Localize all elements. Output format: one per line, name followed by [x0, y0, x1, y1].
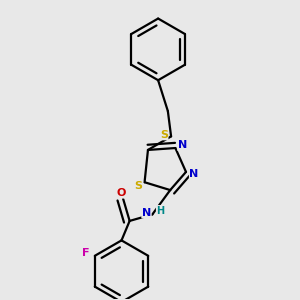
Text: F: F — [82, 248, 89, 258]
Text: S: S — [160, 130, 168, 140]
Text: N: N — [142, 208, 151, 218]
Text: N: N — [178, 140, 187, 150]
Text: O: O — [117, 188, 126, 198]
Text: N: N — [190, 169, 199, 178]
Text: S: S — [135, 181, 143, 191]
Text: H: H — [156, 206, 164, 215]
